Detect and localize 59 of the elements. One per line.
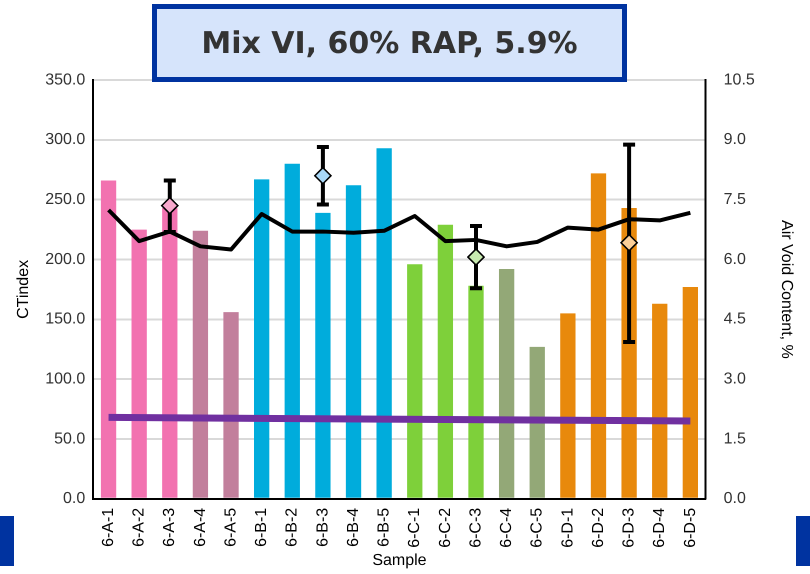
y2-tick-label: 10.5 bbox=[724, 71, 755, 88]
x-tick-label: 6-B-1 bbox=[253, 508, 270, 547]
x-tick-label: 6-A-4 bbox=[192, 508, 209, 547]
bar bbox=[315, 212, 331, 498]
bar bbox=[223, 312, 239, 498]
title-box: Mix VI, 60% RAP, 5.9% bbox=[152, 4, 627, 82]
bar bbox=[438, 224, 454, 498]
x-tick-label: 6-A-3 bbox=[161, 508, 178, 547]
y-tick-label: 200.0 bbox=[45, 250, 86, 268]
y-tick-label: 350.0 bbox=[45, 71, 86, 88]
y-tick-label: 150.0 bbox=[45, 310, 86, 328]
bar bbox=[162, 208, 178, 498]
x-tick-label: 6-C-1 bbox=[406, 508, 424, 548]
bar bbox=[590, 173, 606, 498]
y2-tick-label: 4.5 bbox=[724, 310, 746, 328]
x-axis-title: Sample bbox=[372, 552, 427, 569]
x-tick-label: 6-C-3 bbox=[467, 508, 484, 548]
x-tick-label: 6-C-2 bbox=[436, 508, 454, 548]
bar bbox=[376, 148, 392, 498]
y-tick-label: 100.0 bbox=[45, 370, 86, 388]
y-tick-label: 0.0 bbox=[62, 490, 86, 508]
bar bbox=[407, 264, 422, 498]
bar bbox=[254, 179, 270, 498]
bar bbox=[100, 180, 116, 498]
y2-tick-label: 3.0 bbox=[724, 370, 746, 388]
y2-tick-label: 6.0 bbox=[724, 250, 746, 268]
x-tick-label: 6-C-5 bbox=[528, 508, 546, 548]
y2-axis-title: Air Void Content, % bbox=[778, 220, 795, 359]
x-tick-label: 6-C-4 bbox=[498, 508, 516, 548]
y-tick-label: 250.0 bbox=[45, 191, 86, 208]
x-tick-label: 6-A-2 bbox=[130, 508, 148, 547]
x-tick-label: 6-D-1 bbox=[559, 508, 576, 548]
y-axis-title: CTindex bbox=[15, 260, 32, 319]
bar bbox=[346, 185, 362, 498]
x-tick-label: 6-A-5 bbox=[222, 508, 240, 547]
x-tick-label: 6-B-3 bbox=[314, 508, 332, 547]
y2-tick-label: 7.5 bbox=[724, 191, 746, 208]
bar bbox=[468, 286, 484, 498]
x-tick-label: 6-D-5 bbox=[682, 508, 699, 548]
x-tick-label: 6-B-5 bbox=[376, 508, 393, 547]
bar bbox=[652, 304, 668, 498]
y2-tick-label: 1.5 bbox=[724, 430, 746, 448]
x-tick-label: 6-B-2 bbox=[284, 508, 301, 547]
y-tick-label: 300.0 bbox=[45, 131, 86, 148]
bar bbox=[192, 230, 208, 498]
bar bbox=[530, 346, 545, 498]
x-tick-label: 6-D-2 bbox=[590, 508, 607, 548]
x-tick-label: 6-B-4 bbox=[344, 508, 362, 547]
x-tick-label: 6-D-4 bbox=[651, 508, 668, 548]
bar bbox=[560, 313, 576, 498]
y2-tick-label: 9.0 bbox=[724, 131, 746, 148]
bar bbox=[284, 164, 300, 498]
bar bbox=[132, 230, 147, 498]
y2-tick-label: 0.0 bbox=[724, 490, 746, 508]
y-tick-label: 50.0 bbox=[54, 430, 86, 448]
x-tick-label: 6-D-3 bbox=[620, 508, 638, 548]
bar bbox=[682, 287, 698, 498]
x-tick-label: 6-A-1 bbox=[100, 508, 117, 547]
bar bbox=[498, 269, 514, 498]
